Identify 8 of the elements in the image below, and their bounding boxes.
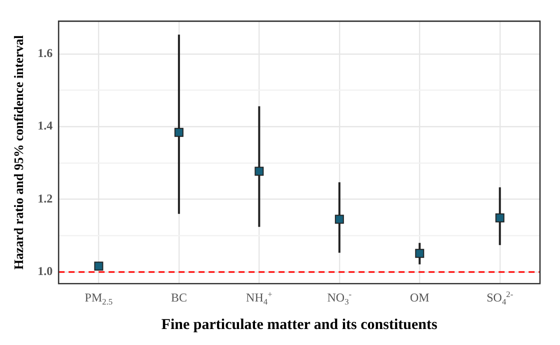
- x-tick-label: BC: [170, 290, 187, 305]
- y-tick-label: 1.4: [38, 118, 53, 133]
- x-tick-label: OM: [410, 290, 430, 305]
- y-tick-label: 1.2: [38, 191, 53, 206]
- y-tick-label: 1.6: [38, 46, 53, 60]
- x-axis-title: Fine particulate matter and its constituents: [161, 316, 438, 333]
- y-tick-label: 1.0: [38, 264, 53, 278]
- y-axis-title: Hazard ratio and 95% confidence interval: [11, 34, 26, 270]
